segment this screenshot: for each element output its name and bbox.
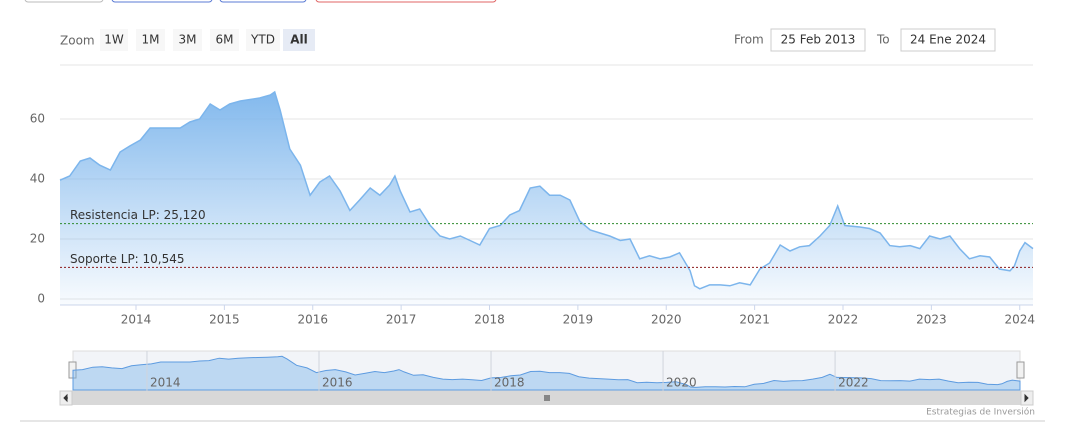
nav-handle[interactable] [1016, 361, 1025, 379]
scroll-grip [544, 395, 550, 401]
x-tick-label: 2023 [916, 313, 947, 327]
line [59, 90, 1034, 290]
top-button[interactable] [24, 0, 104, 3]
x-tick-label: 2020 [651, 313, 682, 327]
to-label: To [876, 33, 890, 47]
navigator-tick-label: 2016 [322, 376, 353, 390]
y-tick-label: 20 [30, 232, 45, 246]
range-button-label[interactable]: 3M [179, 33, 197, 47]
y-tick-label: 60 [30, 112, 45, 126]
x-tick-label: 2021 [739, 313, 770, 327]
navigator-tick-label: 2018 [494, 376, 525, 390]
area [60, 92, 1033, 305]
credits[interactable]: Estrategias de Inversión [926, 407, 1035, 418]
top-button[interactable] [111, 0, 213, 3]
scroll-arrows [63, 393, 1029, 403]
x-tick-label: 2022 [828, 313, 859, 327]
x-tick-label: 2016 [297, 313, 328, 327]
x-tick-label: 2019 [563, 313, 594, 327]
navigator-tick-label: 2022 [838, 376, 869, 390]
y-tick-label: 40 [30, 172, 45, 186]
y-tick-label: 0 [37, 292, 45, 306]
top-button[interactable] [219, 0, 307, 3]
range-button-label[interactable]: 6M [216, 33, 234, 47]
range-button-label[interactable]: All [290, 33, 308, 47]
x-tick-label: 2014 [121, 313, 152, 327]
range-button[interactable] [210, 29, 239, 51]
to-input[interactable] [900, 28, 996, 52]
zoom-label: Zoom [60, 34, 95, 48]
x-tick-label: 2017 [386, 313, 417, 327]
range-button-label[interactable]: YTD [250, 33, 275, 47]
range-button[interactable] [173, 29, 202, 51]
range-button[interactable] [100, 29, 128, 51]
to-date[interactable]: 24 Ene 2024 [910, 33, 986, 47]
from-label: From [734, 33, 764, 47]
x-tick-label: 2015 [209, 313, 240, 327]
top-button[interactable] [315, 0, 497, 3]
range-button-label[interactable]: 1M [142, 33, 160, 47]
x-tick-label: 2018 [474, 313, 505, 327]
plot-line-label: Soporte LP: 10,545 [70, 252, 185, 266]
plot-line-label: Resistencia LP: 25,120 [70, 208, 206, 222]
navigator-tick-label: 2020 [666, 376, 697, 390]
range-button-label[interactable]: 1W [104, 33, 124, 47]
from-date[interactable]: 25 Feb 2013 [781, 33, 856, 47]
range-button[interactable] [136, 29, 165, 51]
navigator-area [72, 355, 1021, 391]
range-button[interactable] [283, 29, 315, 51]
x-tick-label: 2024 [1004, 313, 1035, 327]
range-button[interactable] [246, 29, 280, 51]
navigator-tick-label: 2014 [150, 376, 181, 390]
from-input[interactable] [770, 28, 866, 52]
